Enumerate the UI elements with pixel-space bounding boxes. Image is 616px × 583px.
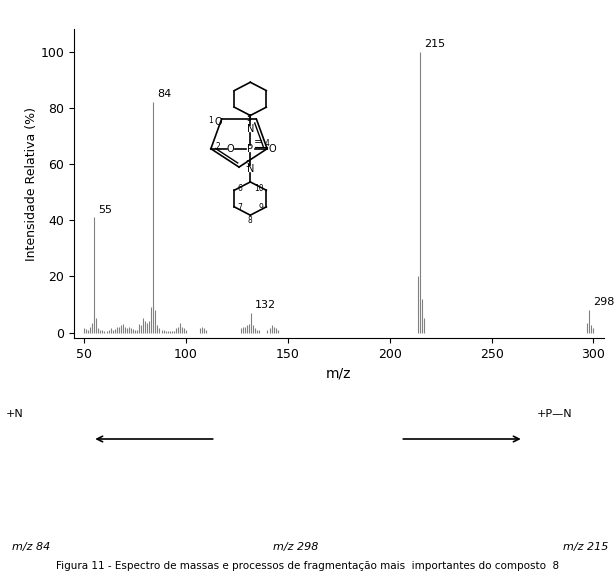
Text: m/z 215: m/z 215 [562, 542, 608, 552]
Text: 84: 84 [158, 89, 172, 99]
Text: O: O [269, 144, 277, 154]
Text: =: = [254, 138, 264, 147]
Text: N: N [246, 164, 254, 174]
Text: +P—N: +P—N [537, 409, 572, 419]
Text: O: O [214, 117, 222, 127]
Y-axis label: Intensidade Relativa (%): Intensidade Relativa (%) [25, 107, 38, 261]
Text: N: N [246, 124, 254, 134]
Text: O: O [227, 144, 235, 154]
Text: P: P [247, 144, 253, 154]
Text: 6: 6 [237, 184, 242, 192]
Text: 4: 4 [265, 139, 270, 147]
Text: 132: 132 [255, 300, 277, 310]
Text: 9: 9 [259, 203, 263, 212]
Text: 7: 7 [237, 203, 242, 212]
Text: 5: 5 [246, 114, 251, 124]
Text: 298: 298 [593, 297, 615, 307]
Text: m/z 298: m/z 298 [273, 542, 318, 552]
Text: +N: +N [6, 409, 24, 419]
Text: Figura 11 - Espectro de massas e processos de fragmentação mais  importantes do : Figura 11 - Espectro de massas e process… [57, 560, 559, 571]
Text: 55: 55 [99, 205, 112, 215]
Text: 10: 10 [254, 184, 264, 192]
Text: 8: 8 [248, 216, 253, 225]
Text: 215: 215 [424, 39, 445, 49]
Text: 1: 1 [208, 115, 213, 125]
Text: m/z 84: m/z 84 [12, 542, 50, 552]
Text: 3: 3 [245, 160, 250, 170]
Text: 2: 2 [216, 142, 221, 151]
X-axis label: m/z: m/z [326, 367, 352, 381]
